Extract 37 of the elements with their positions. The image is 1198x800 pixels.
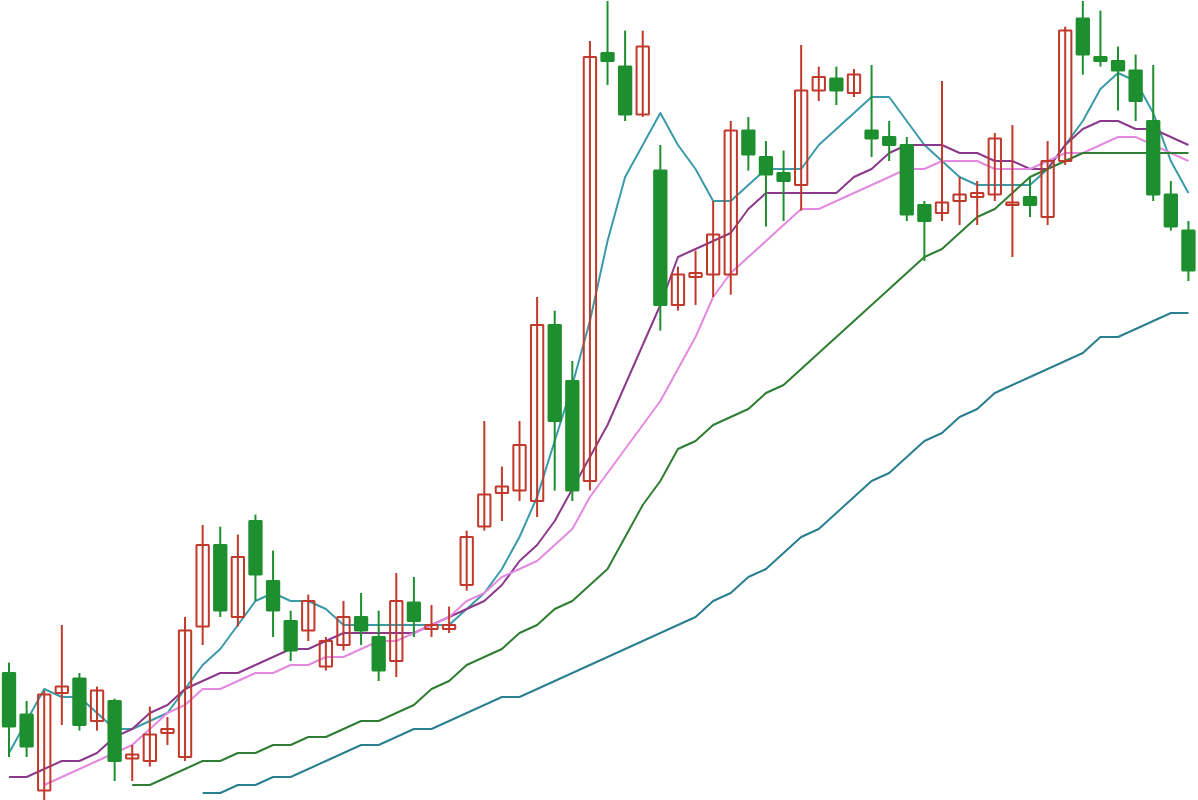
- candlestick: [142, 705, 157, 768]
- candlestick: [846, 68, 862, 98]
- candlestick: [1040, 140, 1055, 226]
- candlestick: [265, 549, 281, 638]
- candlestick: [37, 689, 52, 800]
- candlestick: [811, 65, 826, 102]
- candlestick: [301, 593, 316, 642]
- candlestick: [934, 80, 950, 222]
- candlestick: [1022, 176, 1038, 218]
- candlestick: [600, 1, 615, 86]
- candlestick: [582, 40, 598, 492]
- candlestick: [477, 420, 492, 532]
- candlestick: [987, 132, 1002, 202]
- candlestick: [389, 572, 404, 678]
- candlestick: [406, 576, 422, 638]
- candlestick: [125, 744, 140, 782]
- candlestick: [195, 524, 210, 646]
- candlestick: [72, 672, 87, 732]
- candlestick: [230, 533, 246, 628]
- candlestick: [617, 29, 633, 122]
- candlestick: [353, 592, 369, 646]
- candlestick: [635, 29, 650, 118]
- candlestick: [89, 685, 105, 732]
- candlestick: [283, 609, 298, 662]
- candlestick: [1181, 220, 1196, 282]
- candlestick: [459, 529, 474, 592]
- candlestick: [829, 65, 844, 106]
- candlestick: [1075, 1, 1090, 76]
- candlestick: [1005, 124, 1020, 258]
- candlestick: [54, 624, 69, 726]
- candlestick: [371, 609, 386, 682]
- candlestick: [723, 120, 738, 296]
- candlestick: [1128, 53, 1143, 122]
- candlestick: [741, 116, 756, 172]
- candlestick: [1163, 180, 1178, 232]
- candlestick: [794, 44, 809, 212]
- candlestick: [1058, 25, 1073, 166]
